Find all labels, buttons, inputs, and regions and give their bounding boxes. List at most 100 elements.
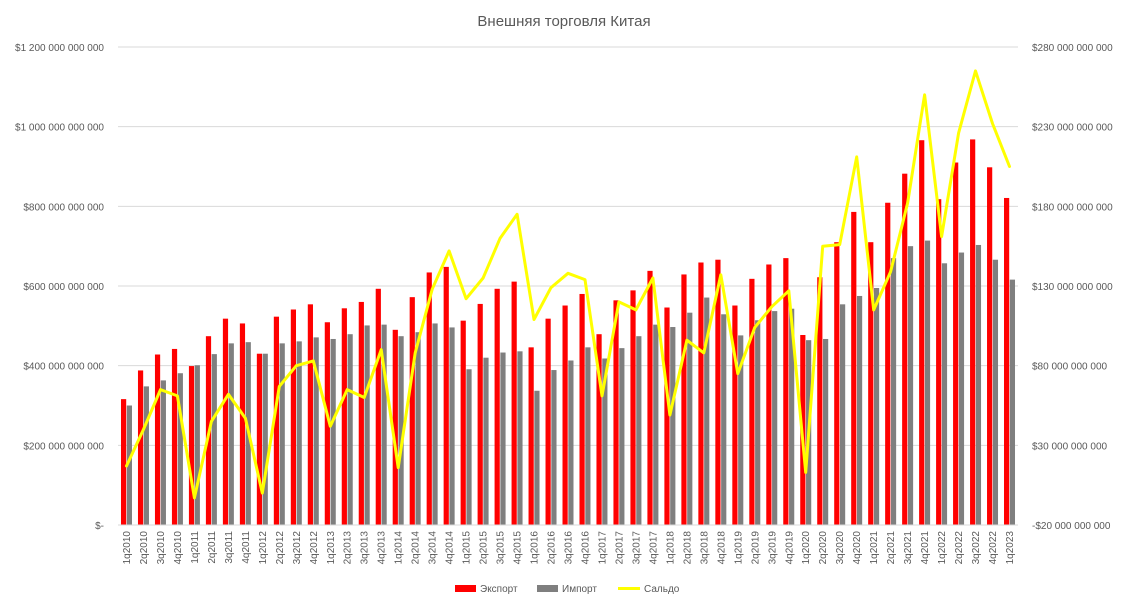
x-tick-label: 4q2011	[241, 531, 252, 564]
bar-export	[613, 300, 619, 525]
bar-import	[500, 352, 506, 525]
x-tick-label: 1q2021	[869, 531, 880, 565]
bar-export	[511, 281, 517, 525]
x-tick-label: 1q2020	[801, 531, 812, 565]
bar-export	[562, 305, 568, 525]
bar-export	[120, 399, 127, 525]
gridlines	[118, 46, 1018, 526]
x-tick-label: 3q2016	[564, 531, 575, 565]
x-tick-label: 2q2014	[411, 531, 422, 565]
bar-export	[987, 167, 993, 525]
bar-import	[619, 348, 625, 525]
bar-import	[194, 365, 200, 525]
x-tick-label: 3q2012	[292, 531, 303, 565]
bar-import	[262, 353, 268, 525]
bar-export	[919, 140, 925, 525]
bar-export	[647, 270, 653, 525]
x-tick-label: 1q2010	[122, 531, 133, 565]
x-tick-label: 1q2023	[1005, 531, 1016, 565]
x-tick-label: 2q2018	[682, 531, 693, 565]
x-tick-label: 2q2011	[207, 531, 218, 564]
x-tick-label: 1q2015	[462, 531, 473, 565]
chart-title: Внешняя торговля Китая	[477, 13, 650, 30]
bar-import	[279, 343, 285, 525]
bar-export	[885, 202, 891, 525]
bar-import	[670, 327, 676, 525]
bar-import	[907, 246, 914, 525]
x-tick-label: 2q2010	[139, 531, 150, 565]
bar-export	[222, 318, 229, 525]
bar-export	[834, 242, 840, 525]
x-tick-label: 3q2013	[360, 531, 371, 565]
bar-import	[924, 240, 931, 525]
bar-export	[817, 277, 823, 525]
balance-line	[125, 69, 1011, 500]
bar-export	[698, 262, 704, 525]
right-axis: -$20 000 000 000 $30 000 000 000 $80 000 0…	[1032, 43, 1113, 532]
x-tick-label: 1q2017	[598, 531, 609, 565]
bar-export	[749, 278, 755, 525]
x-tick-label: 2q2021	[886, 531, 897, 565]
bar-import	[941, 263, 948, 525]
bar-import	[126, 405, 132, 525]
x-tick-label: 4q2010	[173, 531, 184, 565]
right-tick-label: -$20 000 000 000	[1032, 521, 1111, 532]
bar-export	[137, 370, 144, 525]
x-tick-label: 3q2020	[835, 531, 846, 565]
legend-label-export: Экспорт	[480, 584, 518, 595]
bar-export	[868, 242, 874, 525]
x-tick-label: 4q2021	[920, 531, 931, 565]
right-tick-label: $80 000 000 000	[1032, 362, 1108, 373]
bar-import	[568, 360, 574, 525]
left-tick-label: $400 000 000 000	[23, 362, 104, 373]
bar-export	[375, 288, 381, 525]
bar-import	[160, 380, 166, 525]
x-tick-label: 1q2012	[258, 531, 269, 565]
bar-import	[432, 323, 438, 525]
x-tick-label: 4q2018	[716, 531, 727, 565]
series-line-balance	[125, 69, 1011, 500]
x-tick-label: 4q2014	[445, 531, 456, 565]
legend-swatch-import	[537, 585, 558, 592]
bar-export	[715, 259, 721, 525]
bar-export	[290, 309, 297, 525]
bar-export	[392, 329, 398, 525]
x-tick-label: 3q2022	[971, 531, 982, 565]
bar-export	[409, 297, 415, 525]
bar-import	[211, 354, 217, 525]
left-tick-label: $1 000 000 000 000	[15, 123, 104, 134]
bar-import	[992, 259, 999, 525]
bar-export	[783, 258, 789, 525]
bar-import	[143, 386, 149, 525]
bar-import	[823, 338, 829, 525]
bar-import	[636, 336, 642, 525]
legend-label-import: Импорт	[562, 584, 597, 595]
bar-import	[721, 314, 727, 525]
bar-export	[154, 354, 161, 525]
x-tick-label: 3q2019	[767, 531, 778, 565]
bar-export	[358, 301, 364, 525]
bar-export	[936, 199, 942, 525]
bar-import	[789, 308, 795, 525]
bar-import	[398, 336, 404, 525]
bar-import	[1009, 279, 1016, 525]
bar-import	[364, 325, 370, 525]
bar-export	[596, 334, 602, 525]
left-tick-label: $600 000 000 000	[23, 282, 104, 293]
bar-import	[296, 341, 302, 525]
bar-export	[902, 173, 908, 526]
bar-import	[602, 358, 608, 525]
x-tick-label: 4q2015	[513, 531, 524, 565]
bar-export	[545, 318, 551, 525]
bar-export	[256, 353, 263, 525]
bar-export	[732, 305, 738, 525]
bar-export	[273, 316, 280, 525]
bar-export	[477, 303, 483, 525]
x-tick-label: 3q2011	[224, 531, 235, 564]
bar-export	[324, 322, 330, 525]
bar-export	[970, 139, 976, 525]
x-tick-label: 1q2022	[937, 531, 948, 565]
bar-export	[766, 264, 772, 525]
bar-import	[653, 324, 659, 525]
bar-import	[551, 370, 557, 525]
